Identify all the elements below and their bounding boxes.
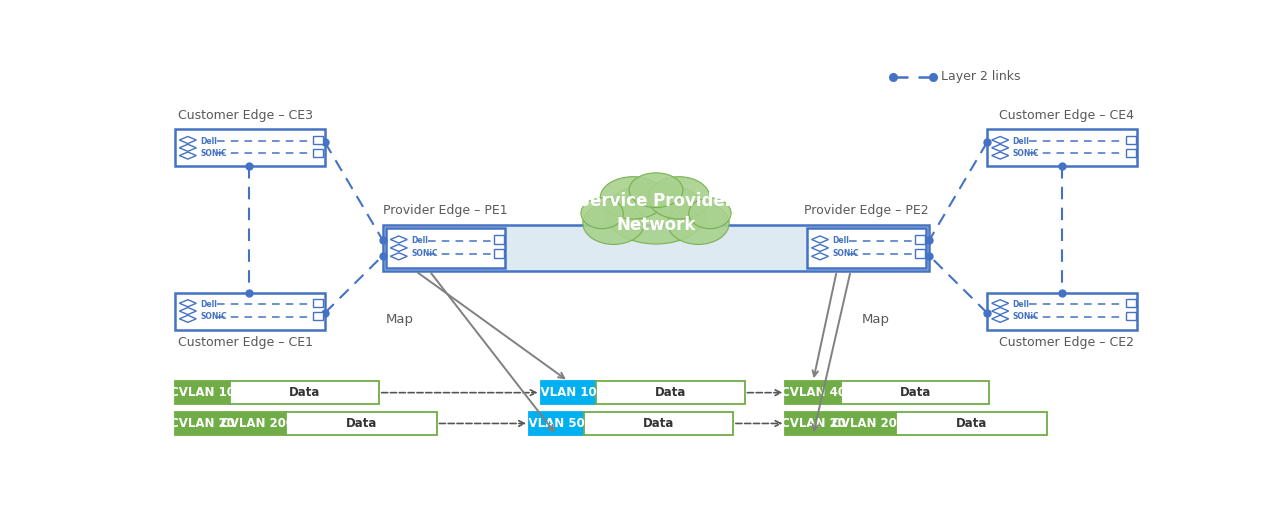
Text: Dell: Dell [411,236,428,245]
Text: SONiC: SONiC [411,249,438,259]
Bar [314,312,324,320]
Bar [896,412,1047,435]
Bar [915,249,924,258]
Text: Layer 2 links: Layer 2 links [941,70,1020,84]
Bar [585,412,733,435]
Ellipse shape [689,198,731,229]
Bar [1125,136,1135,144]
Text: Data: Data [289,386,320,399]
Bar [540,381,596,404]
Text: SVLAN 500: SVLAN 500 [520,417,593,430]
Ellipse shape [605,183,707,244]
Bar [1125,299,1135,307]
Bar [175,292,325,329]
Bar [987,292,1137,329]
Text: Provider Edge – PE2: Provider Edge – PE2 [804,204,929,217]
Text: SVLAN 100: SVLAN 100 [532,386,604,399]
Bar [314,149,324,156]
Text: Map: Map [387,313,415,326]
Bar [915,235,924,244]
Ellipse shape [582,202,644,244]
Bar [596,381,745,404]
Text: Dell: Dell [1012,136,1029,146]
Bar [1125,312,1135,320]
Text: Provider Edge – PE1: Provider Edge – PE1 [383,204,508,217]
Bar [841,381,989,404]
Text: CVLAN 20: CVLAN 20 [170,417,236,430]
Bar [786,381,841,404]
Text: CVLAN 40: CVLAN 40 [781,386,846,399]
Bar [383,225,929,271]
Text: Data: Data [900,386,931,399]
Bar [494,235,503,244]
Text: Data: Data [346,417,376,430]
Text: Dell: Dell [832,236,849,245]
Bar [841,412,896,435]
Bar [175,381,230,404]
Bar [230,381,379,404]
Text: Map: Map [861,313,890,326]
Text: CVLAN 10: CVLAN 10 [170,386,236,399]
Ellipse shape [600,176,666,219]
Bar [494,249,503,258]
Text: Dell: Dell [200,136,218,146]
Bar [314,299,324,307]
Text: Data: Data [643,417,675,430]
Text: Service Provider
Network: Service Provider Network [579,192,733,234]
Text: Customer Edge – CE1: Customer Edge – CE1 [178,336,314,349]
Bar [806,228,927,268]
Bar [1125,149,1135,156]
Ellipse shape [648,176,710,219]
Text: SONiC: SONiC [1012,149,1039,158]
Bar [385,228,506,268]
Bar [230,412,285,435]
Text: SONiC: SONiC [200,149,227,158]
Bar [285,412,436,435]
Text: Customer Edge – CE2: Customer Edge – CE2 [998,336,1134,349]
Text: Dell: Dell [1012,300,1029,309]
Text: Data: Data [654,386,686,399]
Bar [786,412,841,435]
Text: Data: Data [956,417,987,430]
Bar [987,129,1137,166]
Text: CVLAN 20: CVLAN 20 [781,417,846,430]
Ellipse shape [668,202,730,244]
Text: SONiC: SONiC [200,312,227,321]
Text: CVLAN 200: CVLAN 200 [832,417,905,430]
Bar [314,136,324,144]
Ellipse shape [581,198,623,229]
Text: Dell: Dell [200,300,218,309]
Ellipse shape [628,173,684,207]
Text: SONiC: SONiC [832,249,859,259]
Bar [529,412,585,435]
Bar [175,412,230,435]
Text: Customer Edge – CE4: Customer Edge – CE4 [998,109,1134,122]
Text: SONiC: SONiC [1012,312,1039,321]
Text: Customer Edge – CE3: Customer Edge – CE3 [178,109,314,122]
Bar [175,129,325,166]
Text: CVLAN 200: CVLAN 200 [221,417,294,430]
